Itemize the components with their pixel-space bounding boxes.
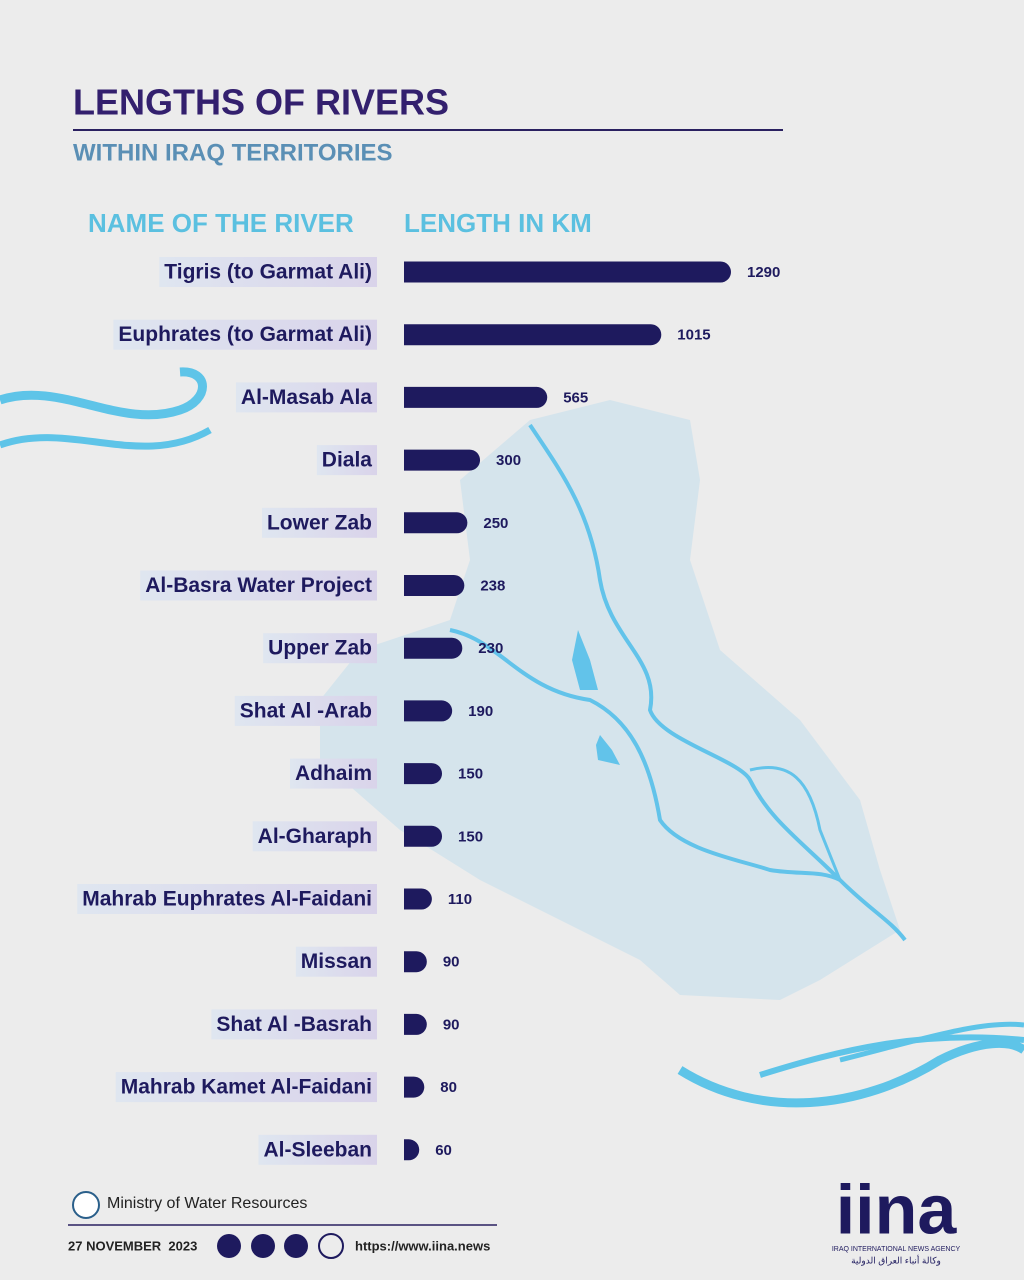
river-tigris: [528, 423, 907, 942]
category-label: Shat Al -Basrah: [216, 1013, 372, 1036]
category-label: Adhaim: [295, 762, 372, 785]
url[interactable]: https://www.iina.news: [355, 1238, 490, 1253]
category-label: Al-Gharaph: [258, 825, 372, 848]
label-background: [261, 507, 377, 538]
category-label: Tigris (to Garmat Ali): [164, 261, 372, 284]
label-background: [234, 695, 377, 726]
bar: [404, 512, 468, 534]
facebook-icon[interactable]: [284, 1234, 308, 1258]
map-shape: [320, 400, 900, 1000]
iraq-map: [320, 400, 907, 1000]
label-background: [77, 884, 377, 914]
lakes: [572, 630, 620, 765]
value-label: 60: [435, 1142, 452, 1159]
value-label: 80: [440, 1079, 457, 1096]
bar: [404, 700, 453, 722]
label-background: [140, 570, 377, 601]
value-label: 230: [478, 640, 503, 657]
bar: [404, 1076, 425, 1098]
category-label: Lower Zab: [267, 511, 372, 534]
agency-name: IRAQ INTERNATIONAL NEWS AGENCY: [832, 1246, 961, 1253]
bar: [404, 1139, 420, 1161]
web-icon[interactable]: [318, 1233, 344, 1259]
value-label: 238: [480, 577, 505, 594]
bar: [404, 386, 548, 408]
label-background: [252, 821, 377, 852]
bar: [404, 763, 443, 785]
bar: [404, 449, 481, 471]
source: Ministry of Water Resources: [107, 1195, 307, 1212]
label-background: [289, 758, 377, 789]
category-label: Al-Masab Ala: [241, 386, 372, 409]
category-label: Diala: [322, 449, 373, 472]
twitter-icon[interactable]: [251, 1234, 275, 1258]
category-label: Euphrates (to Garmat Ali): [118, 323, 372, 346]
label-background: [263, 633, 377, 664]
bar: [404, 324, 662, 346]
label-background: [211, 1009, 377, 1040]
value-label: 1290: [747, 264, 780, 281]
category-label: Missan: [301, 950, 372, 973]
value-label: 90: [443, 954, 460, 971]
bar: [404, 951, 427, 973]
social-icons: [217, 1233, 344, 1259]
chart-title: LENGTHS OF RIVERS: [73, 82, 449, 123]
river-euphrates: [449, 628, 841, 882]
category-label: Mahrab Euphrates Al-Faidani: [82, 888, 372, 911]
category-label: Al-Sleeban: [263, 1138, 372, 1161]
category-header: NAME OF THE RIVER: [88, 208, 354, 238]
label-background: [115, 1072, 377, 1103]
value-label: 110: [448, 891, 472, 908]
label-background: [113, 319, 377, 350]
value-label: 150: [458, 828, 483, 845]
bar: [404, 575, 465, 596]
agency-logo: iina: [836, 1170, 958, 1248]
bar: [404, 888, 432, 910]
value-label: 190: [468, 703, 493, 720]
waves: [0, 367, 1024, 1108]
label-background: [159, 257, 377, 287]
category-label: Shat Al -Arab: [240, 699, 372, 722]
value-label: 565: [563, 389, 588, 406]
value-label: 300: [496, 452, 521, 469]
label-background: [235, 382, 377, 413]
label-background: [316, 445, 377, 476]
value-label: 1015: [677, 327, 710, 344]
chart-subtitle: WITHIN IRAQ TERRITORIES: [73, 139, 393, 166]
bar: [404, 637, 463, 659]
value-header: LENGTH IN KM: [404, 208, 592, 238]
bar: [404, 825, 443, 847]
category-label: Mahrab Kamet Al-Faidani: [121, 1076, 372, 1099]
bar: [404, 261, 731, 283]
value-label: 250: [483, 515, 508, 532]
value-label: 90: [443, 1016, 460, 1033]
rows: Tigris (to Garmat Ali) 1290 Euphrates (to …: [77, 257, 780, 1165]
category-label: Upper Zab: [268, 637, 372, 660]
label-background: [295, 946, 377, 977]
category-label: Al-Basra Water Project: [145, 574, 372, 597]
value-label: 150: [458, 766, 483, 783]
river-branch: [749, 766, 842, 881]
bar: [404, 1013, 427, 1035]
ministry-logo: [72, 1191, 100, 1219]
agency-name-arabic: وكالة أنباء العراق الدولية: [851, 1253, 941, 1266]
label-background: [258, 1134, 377, 1165]
instagram-icon[interactable]: [217, 1234, 241, 1258]
date: 27 NOVEMBER 2023: [68, 1238, 197, 1253]
